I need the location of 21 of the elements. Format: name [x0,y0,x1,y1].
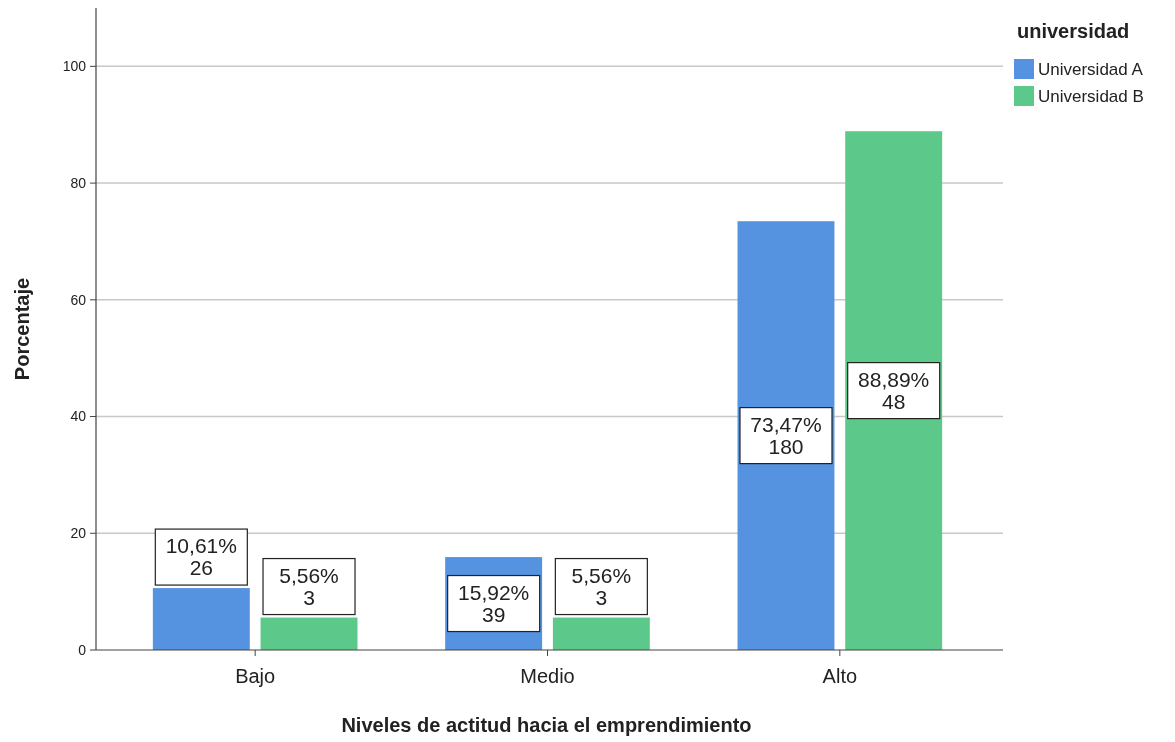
y-axis-title: Porcentaje [11,277,33,381]
data-label: 5,56% 3 [571,563,632,609]
legend-label: Universidad B [1038,86,1144,106]
y-tick-label: 20 [70,525,87,542]
x-tick-label: Bajo [235,665,276,687]
y-tick-label: 40 [70,408,87,425]
x-tick-label: Alto [822,665,858,687]
y-tick-label: 80 [70,174,87,191]
data-label: 5,56% 3 [279,563,339,609]
y-tick-label: 60 [70,291,87,308]
bar [845,131,943,650]
y-tick-label: 100 [62,58,87,75]
data-label: 73,47% 180 [750,412,822,458]
y-tick-label: 0 [78,641,87,658]
x-axis-title: Niveles de actitud hacia el emprendimiento [341,714,752,736]
data-label: 88,89% 48 [858,367,930,413]
x-tick-label: Medio [520,665,575,687]
data-label: 10,61% 26 [165,534,237,580]
data-label: 15,92% 39 [458,580,530,626]
legend-label: Universidad A [1038,59,1144,79]
legend-title: universidad [1017,20,1130,42]
